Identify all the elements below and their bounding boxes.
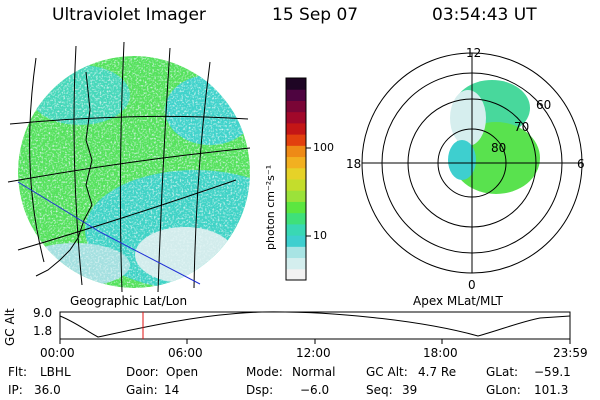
colorbar-band xyxy=(286,179,306,191)
info-door-value: Open xyxy=(166,365,199,379)
mlt-label-6: 6 xyxy=(577,157,585,171)
colorbar-band xyxy=(286,122,306,135)
altitude-plot xyxy=(59,311,571,344)
altitude-xtick-2359: 23:59 xyxy=(553,346,588,360)
colorbar-band xyxy=(286,223,306,236)
colorbar xyxy=(285,77,311,281)
info-glon-value: 101.3 xyxy=(534,383,569,397)
geo-panel-label: Geographic Lat/Lon xyxy=(70,294,188,308)
colorbar-band xyxy=(286,268,306,281)
geo-grid xyxy=(7,41,251,293)
info-ip-key: IP: xyxy=(8,383,23,397)
mlt-label-0: 0 xyxy=(468,278,476,292)
colorbar-band xyxy=(286,111,306,124)
info-dsp-value: −6.0 xyxy=(300,383,330,397)
colorbar-band xyxy=(286,78,306,90)
coastline xyxy=(35,71,93,277)
polar-panel-label: Apex MLat/MLT xyxy=(413,294,503,308)
altitude-curve xyxy=(59,311,571,338)
colorbar-band xyxy=(286,201,306,214)
info-gcalt-value: 4.7 Re xyxy=(418,365,457,379)
colorbar-band xyxy=(286,145,306,158)
altitude-xtick-0000: 00:00 xyxy=(40,346,75,360)
info-gcalt-key: GC Alt: xyxy=(366,365,408,379)
altitude-ytick-9: 9.0 xyxy=(33,306,53,320)
info-mode-value: Normal xyxy=(292,365,336,379)
header-time: 03:54:43 UT xyxy=(432,5,537,25)
info-mode-key: Mode: xyxy=(246,365,283,379)
colorbar-tick-10: 10 xyxy=(313,229,327,242)
info-flt-key: Flt: xyxy=(8,365,27,379)
info-door-key: Door: xyxy=(126,365,159,379)
colorbar-band xyxy=(286,190,306,202)
altitude-xtick-1200: 12:00 xyxy=(296,346,331,360)
colorbar-band xyxy=(286,89,306,101)
colorbar-band xyxy=(286,100,306,113)
header-date: 15 Sep 07 xyxy=(272,5,359,25)
info-gain-key: Gain: xyxy=(126,383,158,397)
colorbar-band xyxy=(286,246,306,259)
info-flt-value: LBHL xyxy=(40,365,71,379)
colorbar-band xyxy=(286,212,306,225)
info-seq-key: Seq: xyxy=(366,383,393,397)
colorbar-tick-100: 100 xyxy=(313,141,334,154)
info-gain-value: 14 xyxy=(164,383,180,397)
colorbar-band xyxy=(286,167,306,180)
info-glon-key: GLon: xyxy=(486,383,521,397)
info-glat-key: GLat: xyxy=(486,365,519,379)
altitude-xtick-1800: 18:00 xyxy=(423,346,458,360)
colorbar-band xyxy=(286,134,306,146)
altitude-ylabel: GC Alt xyxy=(3,308,17,346)
mlat-label-80: 80 xyxy=(491,141,507,155)
polar-grid xyxy=(361,52,583,274)
mlat-label-70: 70 xyxy=(514,120,530,134)
mlt-label-18: 18 xyxy=(346,157,362,171)
altitude-ytick-1-8: 1.8 xyxy=(33,324,53,338)
colorbar-band xyxy=(286,235,306,247)
page-title: Ultraviolet Imager xyxy=(52,5,206,25)
colorbar-unit-label: photon cm⁻²s⁻¹ xyxy=(264,164,277,250)
info-seq-value: 39 xyxy=(402,383,418,397)
geographic-image xyxy=(18,56,250,288)
mlt-label-12: 12 xyxy=(466,46,482,60)
mlat-label-60: 60 xyxy=(536,98,552,112)
info-dsp-key: Dsp: xyxy=(246,383,274,397)
colorbar-band xyxy=(286,156,306,169)
info-glat-value: −59.1 xyxy=(534,365,571,379)
terminator-line xyxy=(17,181,201,285)
altitude-xtick-0600: 06:00 xyxy=(168,346,203,360)
info-ip-value: 36.0 xyxy=(34,383,61,397)
colorbar-band xyxy=(286,257,306,270)
